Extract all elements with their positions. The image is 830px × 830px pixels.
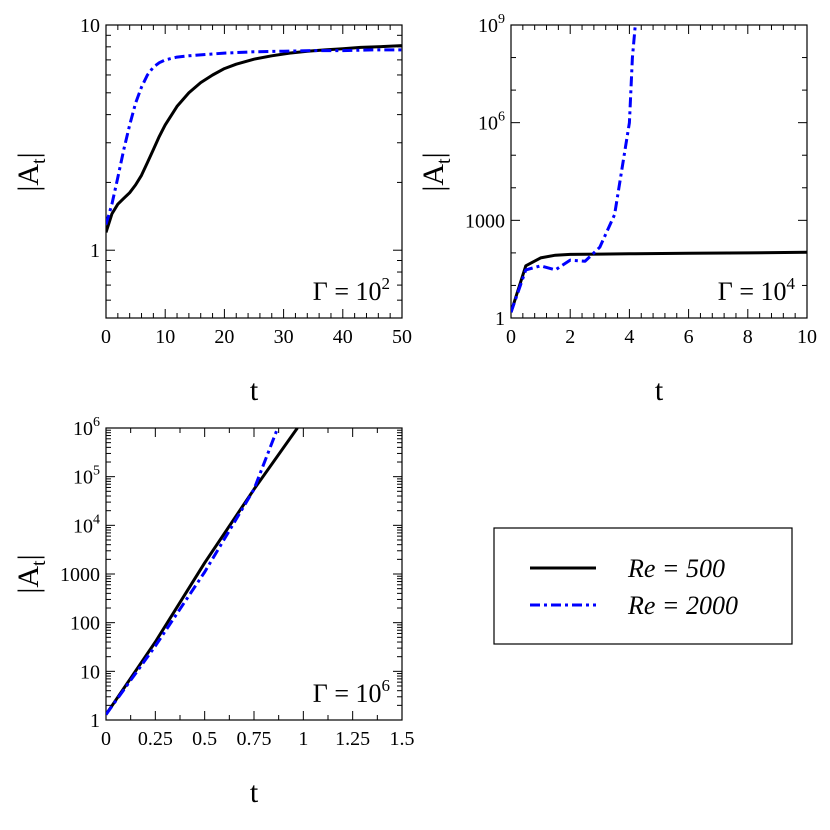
series-line-re2000 xyxy=(106,428,280,716)
y-tick-label-base: 10 xyxy=(80,661,100,683)
y-tick-label-base: 10 xyxy=(73,418,93,440)
gamma-annotation-base: Γ = 10 xyxy=(718,277,787,306)
y-axis-label: |At| xyxy=(12,554,50,593)
y-tick-label-base: 1000 xyxy=(465,210,505,232)
gamma-annotation: Γ = 104 xyxy=(718,274,796,306)
plot-frame xyxy=(105,24,403,319)
y-tick-label-exp: 4 xyxy=(93,512,100,527)
gamma-annotation: Γ = 102 xyxy=(313,274,390,306)
y-tick-label: 10 xyxy=(80,661,100,683)
gamma-annotation-exp: 6 xyxy=(382,676,391,695)
y-tick-label: 104 xyxy=(73,512,100,537)
y-tick-label: 100 xyxy=(70,613,100,635)
series-line-re500 xyxy=(106,428,299,716)
gamma-annotation-base: Γ = 10 xyxy=(313,679,382,708)
gamma-annotation-exp: 4 xyxy=(787,274,796,293)
x-tick-label: 4 xyxy=(624,326,634,348)
y-tick-label-base: 1 xyxy=(90,240,100,262)
x-tick-label: 0 xyxy=(506,326,516,348)
y-tick-label-base: 10 xyxy=(80,15,100,37)
y-tick-label: 1 xyxy=(90,240,100,262)
y-tick-label: 1000 xyxy=(465,210,505,232)
y-axis-label-close: | xyxy=(12,554,45,560)
y-axis-label-main: |A xyxy=(12,566,45,594)
x-tick-label: 10 xyxy=(797,326,817,348)
y-tick-label-base: 10 xyxy=(73,515,93,537)
legend-label-re2000: Re = 2000 xyxy=(627,591,738,620)
panel-3: 0 0.25 0.5 0.75 1 1.25 1.51101001000104105106Γ… xyxy=(12,415,415,809)
y-axis-label-main: |A xyxy=(417,164,450,192)
y-tick-label: 1 xyxy=(495,308,505,330)
legend: Re = 500 Re = 2000 xyxy=(493,527,793,645)
gamma-annotation: Γ = 106 xyxy=(313,676,390,708)
y-tick-label: 109 xyxy=(478,12,505,37)
plot-frame xyxy=(510,24,808,319)
y-axis-label-sub: t xyxy=(433,158,455,164)
x-tick-label: 20 xyxy=(214,326,234,348)
legend-box xyxy=(493,527,793,645)
x-tick-label: 0.25 xyxy=(138,728,173,750)
x-tick-label: 8 xyxy=(743,326,753,348)
x-tick-label: 1 xyxy=(298,728,308,750)
y-tick-label-base: 10 xyxy=(73,467,93,489)
x-tick-label: 0.75 xyxy=(237,728,272,750)
y-tick-label-base: 1 xyxy=(90,710,100,732)
x-tick-label: 50 xyxy=(392,326,412,348)
x-tick-label: 0 xyxy=(101,728,111,750)
x-tick-label: 0.5 xyxy=(192,728,217,750)
x-tick-label: 0 xyxy=(101,326,111,348)
y-axis-label-sub: t xyxy=(28,158,50,164)
x-axis-label: t xyxy=(655,374,664,407)
x-tick-label: 40 xyxy=(333,326,353,348)
y-tick-label-base: 1 xyxy=(495,308,505,330)
y-tick-label-exp: 5 xyxy=(93,464,100,479)
series-line-re2000 xyxy=(511,25,637,313)
series-line-re500 xyxy=(106,44,402,233)
x-tick-label: 1.5 xyxy=(390,728,415,750)
y-tick-label: 1 xyxy=(90,710,100,732)
y-tick-label-exp: 6 xyxy=(93,415,100,430)
gamma-annotation-base: Γ = 10 xyxy=(313,277,382,306)
y-tick-label-base: 10 xyxy=(478,15,498,37)
y-tick-label: 106 xyxy=(478,110,505,135)
y-tick-label-base: 1000 xyxy=(60,564,100,586)
gamma-annotation-exp: 2 xyxy=(382,274,391,293)
y-tick-label: 10 xyxy=(80,15,100,37)
y-axis-label-main: |A xyxy=(12,164,45,192)
y-axis-label-close: | xyxy=(417,152,450,158)
y-axis-label-sub: t xyxy=(28,560,50,566)
plot-frame xyxy=(105,427,403,721)
y-tick-label: 1000 xyxy=(60,564,100,586)
y-axis-label: |At| xyxy=(417,152,455,191)
x-axis-label: t xyxy=(250,776,259,809)
y-tick-label-base: 100 xyxy=(70,613,100,635)
y-tick-label-exp: 6 xyxy=(498,110,505,125)
x-tick-label: 30 xyxy=(274,326,294,348)
x-tick-label: 2 xyxy=(565,326,575,348)
y-tick-label: 106 xyxy=(73,415,100,440)
y-axis-label: |At| xyxy=(12,152,50,191)
y-tick-label: 105 xyxy=(73,464,100,489)
x-axis-label: t xyxy=(250,374,259,407)
y-tick-label-exp: 9 xyxy=(498,12,505,27)
legend-label-re500: Re = 500 xyxy=(627,554,725,583)
series-line-re500 xyxy=(511,250,807,313)
x-tick-label: 10 xyxy=(155,326,175,348)
series-line-re2000 xyxy=(106,48,402,225)
y-axis-label-close: | xyxy=(12,152,45,158)
x-tick-label: 6 xyxy=(684,326,694,348)
x-tick-label: 1.25 xyxy=(335,728,370,750)
y-tick-label-base: 10 xyxy=(478,113,498,135)
